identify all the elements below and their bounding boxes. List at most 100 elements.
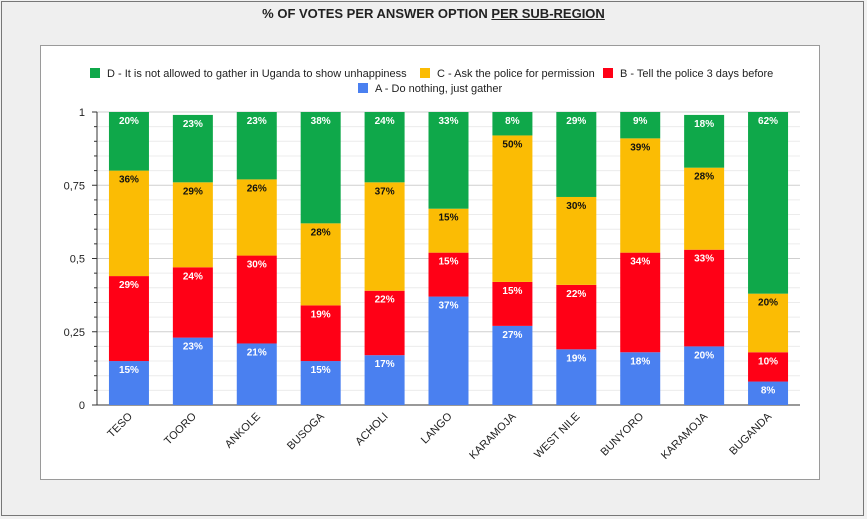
bar-segment	[300, 223, 341, 306]
bar-segment	[364, 290, 405, 356]
data-label: 23%	[183, 342, 203, 353]
bar-segment	[492, 325, 533, 405]
data-label: 15%	[502, 286, 522, 297]
data-label: 18%	[694, 119, 714, 130]
data-label: 39%	[630, 142, 650, 153]
legend-label: A - Do nothing, just gather	[375, 83, 503, 95]
data-label: 19%	[311, 309, 331, 320]
bar-segment	[428, 296, 469, 405]
chart-title-main: % OF VOTES PER ANSWER OPTION	[262, 6, 488, 21]
bar-segment	[364, 112, 405, 183]
bar-segment	[172, 114, 213, 183]
x-tick-label: TOORO	[162, 410, 199, 447]
x-tick-label: ANKOLE	[223, 411, 263, 451]
data-label: 29%	[119, 280, 139, 291]
bar-segment	[556, 284, 597, 350]
data-label: 37%	[375, 186, 395, 197]
x-tick-label: KARAMOJA	[467, 410, 519, 462]
bar-segment	[364, 182, 405, 291]
legend-label: C - Ask the police for permission	[437, 68, 595, 80]
data-label: 50%	[502, 139, 522, 150]
x-tick-label: ACHOLI	[353, 411, 390, 448]
data-label: 17%	[375, 359, 395, 370]
bar-segment	[620, 138, 661, 253]
legend-swatch	[90, 68, 100, 78]
bar-segment	[620, 352, 661, 405]
data-label: 29%	[566, 116, 586, 127]
data-label: 8%	[505, 116, 520, 127]
bar-segment	[492, 281, 533, 326]
bar-segment	[620, 252, 661, 353]
bar-segment	[748, 112, 789, 294]
bar-segment	[172, 337, 213, 405]
data-label: 62%	[758, 116, 778, 127]
data-label: 27%	[502, 330, 522, 341]
bar-segment	[748, 293, 789, 353]
data-label: 26%	[247, 183, 267, 194]
bar-segment	[428, 112, 469, 209]
bar-segment	[236, 179, 277, 256]
data-label: 8%	[761, 386, 776, 397]
x-tick-label: BUSOGA	[285, 410, 327, 452]
bar-segment	[556, 112, 597, 197]
chart-title: % OF VOTES PER ANSWER OPTION PER SUB-REG…	[0, 6, 867, 21]
data-label: 34%	[630, 257, 650, 268]
bar-segment	[684, 167, 725, 250]
bar-segment	[300, 361, 341, 405]
bar-segment	[172, 182, 213, 268]
bar-segment	[556, 349, 597, 405]
data-label: 23%	[247, 116, 267, 127]
bar-segment	[300, 112, 341, 224]
data-label: 22%	[375, 295, 395, 306]
data-label: 15%	[119, 365, 139, 376]
data-label: 9%	[633, 116, 648, 127]
bar-segment	[492, 135, 533, 282]
legend-swatch	[603, 68, 613, 78]
y-tick-label: 0	[79, 400, 85, 412]
data-label: 23%	[183, 119, 203, 130]
bar-segment	[108, 112, 149, 171]
bar-segment	[108, 361, 149, 405]
data-label: 21%	[247, 347, 267, 358]
bar-segment	[428, 252, 469, 297]
data-label: 36%	[119, 175, 139, 186]
data-label: 30%	[566, 201, 586, 212]
data-label: 29%	[183, 186, 203, 197]
bar-segment	[748, 381, 789, 405]
x-tick-label: BUNYORO	[599, 410, 647, 458]
data-label: 10%	[758, 356, 778, 367]
data-label: 20%	[694, 350, 714, 361]
data-label: 38%	[311, 116, 331, 127]
legend-label: D - It is not allowed to gather in Ugand…	[107, 68, 407, 80]
data-label: 28%	[311, 227, 331, 238]
data-label: 15%	[438, 257, 458, 268]
bar-segment	[684, 114, 725, 168]
y-tick-label: 1	[79, 107, 85, 119]
bar-segment	[428, 208, 469, 253]
data-label: 33%	[438, 116, 458, 127]
bar-segment	[364, 355, 405, 405]
data-label: 37%	[438, 301, 458, 312]
x-tick-label: LANGO	[419, 410, 455, 446]
bar-segment	[236, 255, 277, 344]
bar-segment	[492, 112, 533, 136]
y-tick-label: 0,75	[64, 180, 85, 192]
bar-segment	[236, 343, 277, 405]
data-label: 19%	[566, 353, 586, 364]
legend-swatch	[420, 68, 430, 78]
data-label: 15%	[311, 365, 331, 376]
bar-segment	[556, 196, 597, 285]
x-tick-label: WEST NILE	[532, 411, 582, 461]
y-tick-label: 0,25	[64, 327, 85, 339]
bar-segment	[684, 249, 725, 347]
bar-segment	[108, 276, 149, 362]
bar-segment	[172, 267, 213, 338]
data-label: 30%	[247, 260, 267, 271]
y-tick-label: 0,5	[70, 254, 85, 266]
data-label: 20%	[758, 298, 778, 309]
bar-segment	[300, 305, 341, 362]
data-label: 33%	[694, 254, 714, 265]
bar-segment	[236, 112, 277, 180]
data-label: 24%	[375, 116, 395, 127]
